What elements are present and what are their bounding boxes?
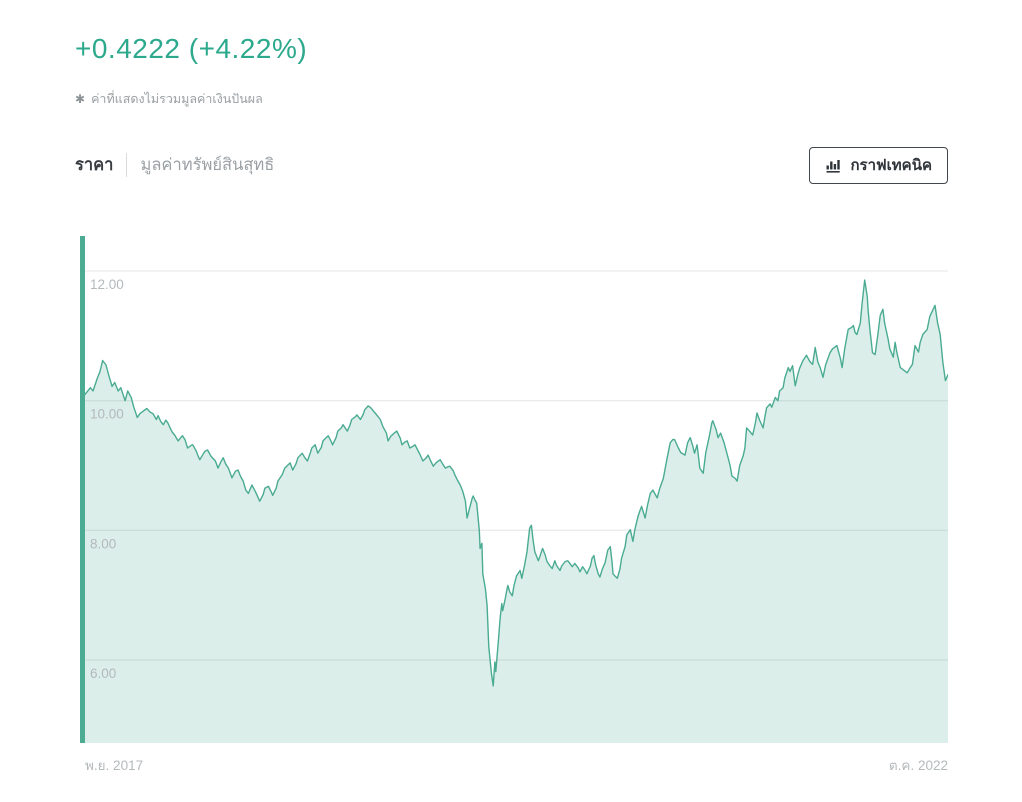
price-chart[interactable]: 12.00 10.00 8.00 6.00 <box>80 236 948 743</box>
y-tick-label: 8.00 <box>90 536 116 551</box>
x-axis-end-label: ต.ค. 2022 <box>888 758 948 773</box>
disclaimer-text: ค่าที่แสดงไม่รวมมูลค่าเงินปันผล <box>91 92 263 106</box>
x-axis-labels: พ.ย. 2017 ต.ค. 2022 <box>80 754 948 776</box>
chart-mode-tabs: ราคา มูลค่าทรัพย์สินสุทธิ <box>75 152 274 178</box>
y-tick-label: 10.00 <box>90 407 124 422</box>
price-change-text: +0.4222 (+4.22%) <box>75 33 308 64</box>
tab-price[interactable]: ราคา <box>75 156 114 174</box>
y-tick-label: 12.00 <box>90 277 124 292</box>
technical-chart-button[interactable]: กราฟเทคนิค <box>809 146 948 184</box>
price-chart-canvas[interactable]: 12.00 10.00 8.00 6.00 <box>80 236 948 743</box>
y-tick-label: 6.00 <box>90 666 116 681</box>
x-axis-start-label: พ.ย. 2017 <box>85 758 144 773</box>
bar-chart-icon <box>825 158 842 173</box>
tab-divider <box>126 153 128 177</box>
chart-controls-row: ราคา มูลค่าทรัพย์สินสุทธิ กราฟเทคนิค <box>75 146 948 184</box>
header: +0.4222 (+4.22%) ✱ ค่าที่แสดงไม่รวมมูลค่… <box>0 0 1022 109</box>
tab-nav[interactable]: มูลค่าทรัพย์สินสุทธิ <box>140 156 275 174</box>
dividend-disclaimer: ✱ ค่าที่แสดงไม่รวมมูลค่าเงินปันผล <box>75 89 948 109</box>
asterisk-icon: ✱ <box>75 92 86 106</box>
chart-accent-bar <box>80 236 85 743</box>
technical-chart-label: กราฟเทคนิค <box>850 157 932 174</box>
price-area <box>80 280 948 743</box>
price-line <box>80 279 948 687</box>
